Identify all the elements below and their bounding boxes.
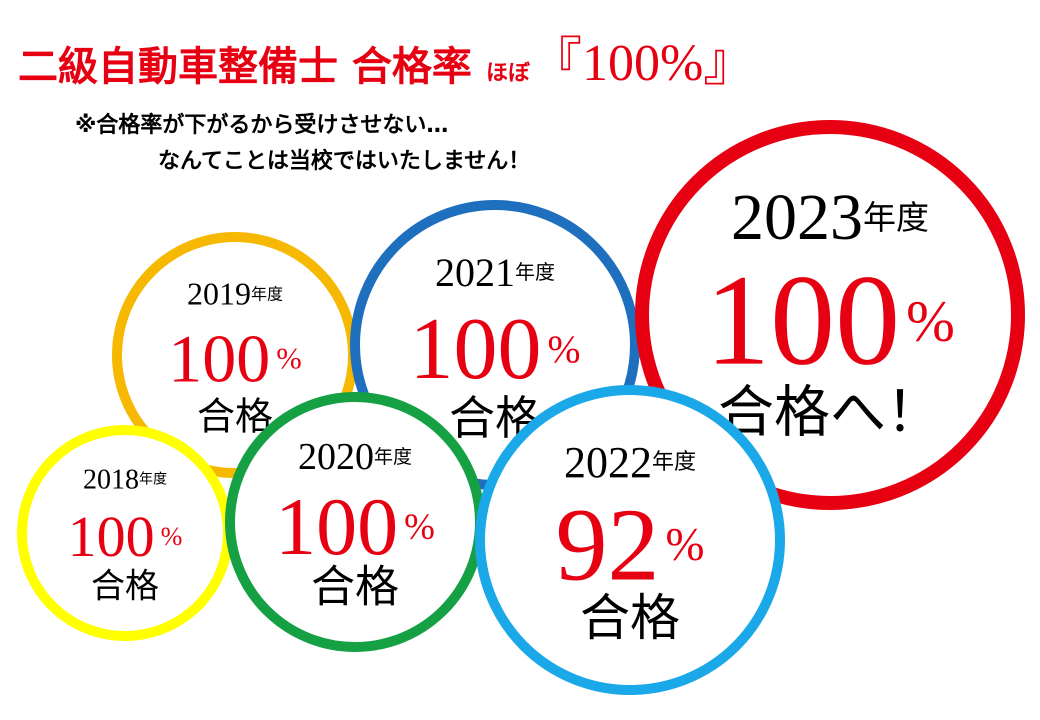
year-unit: 年度 xyxy=(251,284,283,303)
year-label: 2022年度 xyxy=(564,438,696,487)
rate: 100 xyxy=(410,301,542,398)
rate: 100 xyxy=(68,504,155,569)
title-main: 二級自動車整備士 合格率 xyxy=(18,44,472,90)
rate: 100 xyxy=(705,249,900,393)
note: ※合格率が下がるから受けさせない… xyxy=(75,112,448,138)
result: 合格へ！ xyxy=(718,380,942,445)
rate-label: 100% xyxy=(705,249,955,393)
title-highlight: 『100%』 xyxy=(530,35,755,92)
result: 合格 xyxy=(580,589,680,647)
circle xyxy=(635,120,1025,510)
title-prefix: ほぼ xyxy=(486,61,531,86)
percent: % xyxy=(548,327,581,371)
year: 2019 xyxy=(187,276,251,312)
year-unit: 年度 xyxy=(374,446,412,468)
year-label: 2023年度 xyxy=(731,181,929,254)
title: 二級自動車整備士 合格率 ほぼ『100%』 xyxy=(18,35,755,92)
year-unit: 年度 xyxy=(515,260,555,284)
year: 2023 xyxy=(731,181,863,254)
rate-label: 100% xyxy=(410,301,581,398)
percent: % xyxy=(276,342,302,376)
year-unit: 年度 xyxy=(863,198,929,237)
year: 2021 xyxy=(435,250,515,295)
percent: % xyxy=(666,519,705,571)
year: 2020 xyxy=(298,436,374,478)
percent: % xyxy=(161,522,183,551)
rate: 92 xyxy=(556,487,660,602)
result: 合格 xyxy=(91,567,159,607)
rate-label: 100% xyxy=(68,504,183,569)
percent: % xyxy=(906,288,955,353)
note: なんてことは当校ではいたしません！ xyxy=(158,148,530,174)
result: 合格 xyxy=(311,562,399,613)
year-label: 2018年度 xyxy=(83,464,167,495)
year-label: 2021年度 xyxy=(435,250,555,295)
year-label: 2019年度 xyxy=(187,276,283,312)
rate-label: 100% xyxy=(275,480,435,571)
year: 2018 xyxy=(83,464,139,495)
year: 2022 xyxy=(564,438,652,487)
result: 合格 xyxy=(197,394,273,438)
year-label: 2020年度 xyxy=(298,436,412,478)
rate: 100 xyxy=(168,321,270,397)
year-unit: 年度 xyxy=(652,450,696,475)
circle xyxy=(475,385,785,695)
rate-label: 92% xyxy=(556,487,705,602)
percent: % xyxy=(404,505,435,546)
rate-label: 100% xyxy=(168,321,302,397)
year-unit: 年度 xyxy=(139,471,167,487)
rate: 100 xyxy=(275,480,398,571)
